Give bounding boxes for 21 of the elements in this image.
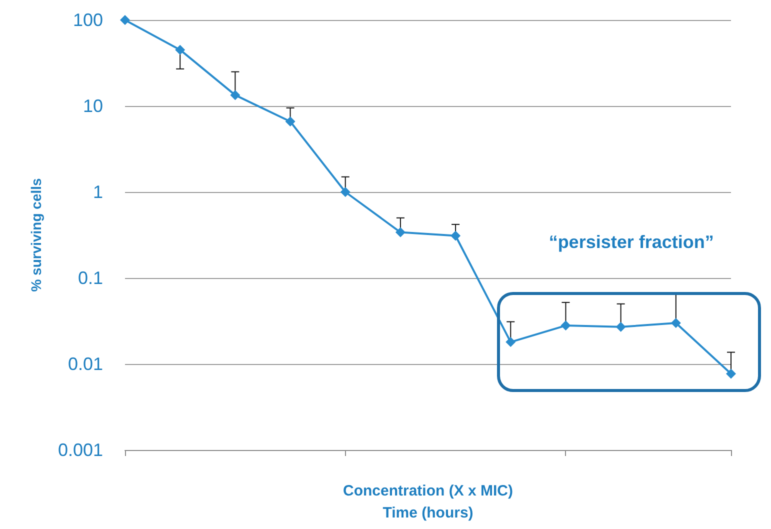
point bbox=[340, 187, 350, 197]
y-tick-label: 0.01 bbox=[68, 354, 103, 374]
y-tick-label: 100 bbox=[72, 10, 103, 30]
point bbox=[230, 90, 240, 100]
point bbox=[616, 322, 626, 332]
point bbox=[726, 368, 736, 379]
point bbox=[450, 230, 461, 241]
point bbox=[670, 318, 681, 328]
point bbox=[395, 227, 406, 238]
point bbox=[285, 116, 296, 127]
y-tick-label: 0.001 bbox=[58, 440, 103, 460]
point bbox=[506, 337, 516, 348]
y-tick-label: 1 bbox=[92, 182, 103, 202]
point bbox=[175, 44, 186, 55]
annotation: “persister fraction” bbox=[548, 232, 714, 253]
y-axis-title: % surviving cells bbox=[28, 178, 44, 292]
point bbox=[120, 15, 130, 25]
x-axis-title: Concentration (X x MIC) Time (hours) bbox=[342, 482, 514, 522]
y-tick-label: 10 bbox=[82, 96, 103, 116]
point bbox=[560, 320, 571, 331]
y-tick-label: 0.1 bbox=[78, 268, 103, 288]
